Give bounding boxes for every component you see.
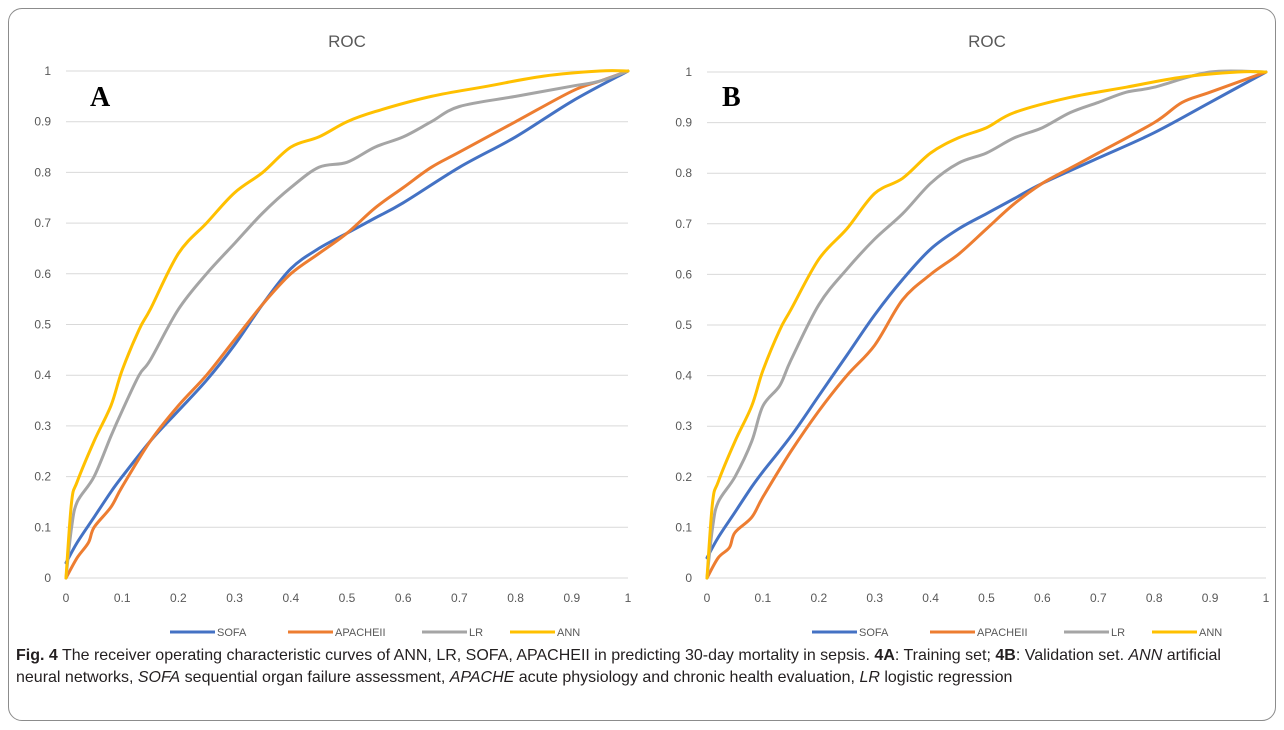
legend-label-apacheii: APACHEII bbox=[335, 627, 386, 639]
roc-chart-b: ROC 0 0.1 0.2 0.3 0.4 0.5 0.6 0.7 0.8 0.9 1 0 0.1 0.2 0… bbox=[675, 32, 1270, 639]
series-line-ann bbox=[705, 70, 1268, 580]
series-line-ann bbox=[64, 69, 630, 580]
caption-ref-4a: 4A bbox=[874, 647, 895, 664]
caption-abbr-lr: LR bbox=[859, 669, 880, 686]
series-line-lr bbox=[64, 69, 630, 580]
series-line-sofa bbox=[64, 69, 630, 565]
y-tick-label: 0.6 bbox=[675, 267, 692, 281]
caption-def-apache: acute physiology and chronic health eval… bbox=[514, 669, 860, 686]
caption-def-sofa: sequential organ failure assessment, bbox=[180, 669, 450, 686]
y-tick-label: 0.9 bbox=[675, 116, 692, 130]
y-tick-label: 0.5 bbox=[34, 318, 51, 332]
panel-label: B bbox=[722, 82, 741, 113]
chart-title: ROC bbox=[328, 32, 366, 51]
y-tick-label: 0.1 bbox=[675, 520, 692, 534]
legend-label-sofa: SOFA bbox=[217, 627, 247, 639]
caption-fig-label: Fig. 4 bbox=[16, 647, 58, 664]
x-tick-label: 0.8 bbox=[507, 591, 524, 605]
y-tick-label: 0.1 bbox=[34, 520, 51, 534]
legend-label-sofa: SOFA bbox=[859, 627, 889, 639]
x-tick-label: 0.9 bbox=[1202, 591, 1219, 605]
legend-label-ann: ANN bbox=[557, 627, 580, 639]
y-tick-label: 0 bbox=[685, 571, 692, 585]
x-tick-label: 0.1 bbox=[114, 591, 131, 605]
x-tick-label: 0.4 bbox=[282, 591, 299, 605]
y-tick-label: 0.7 bbox=[34, 216, 51, 230]
figure-frame bbox=[8, 8, 1276, 721]
y-tick-label: 0.3 bbox=[34, 419, 51, 433]
x-tick-label: 0.5 bbox=[978, 591, 995, 605]
x-tick-label: 0 bbox=[704, 591, 711, 605]
x-tick-label: 0.5 bbox=[339, 591, 356, 605]
y-tick-label: 0.6 bbox=[34, 267, 51, 281]
x-tick-label: 0.9 bbox=[563, 591, 580, 605]
x-tick-label: 0.2 bbox=[810, 591, 827, 605]
panel-label: A bbox=[90, 82, 111, 113]
x-tick-label: 0.7 bbox=[451, 591, 468, 605]
y-tick-label: 0.7 bbox=[675, 217, 692, 231]
y-tick-label: 0.9 bbox=[34, 115, 51, 129]
y-tick-label: 1 bbox=[44, 64, 51, 78]
figure-caption: Fig. 4 The receiver operating characteri… bbox=[16, 645, 1266, 689]
caption-text-3: : Validation set. bbox=[1015, 647, 1129, 664]
legend-label-apacheii: APACHEII bbox=[977, 627, 1028, 639]
y-tick-label: 0.8 bbox=[34, 165, 51, 179]
y-tick-label: 0.2 bbox=[34, 470, 51, 484]
y-tick-label: 0.5 bbox=[675, 318, 692, 332]
x-tick-label: 0 bbox=[63, 591, 70, 605]
x-tick-label: 0.7 bbox=[1090, 591, 1107, 605]
caption-text-2: : Training set; bbox=[894, 647, 996, 664]
y-tick-label: 0 bbox=[44, 571, 51, 585]
x-tick-label: 0.4 bbox=[922, 591, 939, 605]
series-line-lr bbox=[705, 69, 1268, 580]
chart-title: ROC bbox=[968, 32, 1006, 51]
x-tick-label: 0.6 bbox=[1034, 591, 1051, 605]
roc-chart-a: ROC 0 0.1 0.2 0.3 0.4 0.5 0.6 0.7 0.8 0.9 1 0 0.1 0.2 0… bbox=[34, 32, 632, 639]
x-tick-label: 0.3 bbox=[226, 591, 243, 605]
y-tick-label: 0.3 bbox=[675, 419, 692, 433]
x-tick-label: 0.3 bbox=[866, 591, 883, 605]
y-tick-label: 0.4 bbox=[675, 369, 692, 383]
caption-abbr-apache: APACHE bbox=[449, 669, 515, 686]
caption-text-1: The receiver operating characteristic cu… bbox=[57, 647, 875, 664]
x-tick-label: 0.8 bbox=[1146, 591, 1163, 605]
y-tick-label: 0.8 bbox=[675, 166, 692, 180]
caption-ref-4b: 4B bbox=[995, 647, 1016, 664]
series-line-apacheii bbox=[64, 69, 630, 580]
y-tick-label: 0.4 bbox=[34, 368, 51, 382]
x-tick-label: 1 bbox=[1263, 591, 1270, 605]
x-tick-label: 1 bbox=[625, 591, 632, 605]
legend-label-lr: LR bbox=[1111, 627, 1125, 639]
x-tick-label: 0.1 bbox=[755, 591, 772, 605]
x-tick-label: 0.6 bbox=[395, 591, 412, 605]
caption-abbr-ann: ANN bbox=[1128, 647, 1163, 664]
y-tick-label: 1 bbox=[685, 65, 692, 79]
series-line-sofa bbox=[705, 70, 1268, 560]
legend-label-lr: LR bbox=[469, 627, 483, 639]
legend-label-ann: ANN bbox=[1199, 627, 1222, 639]
caption-def-lr: logistic regression bbox=[879, 669, 1013, 686]
caption-def-ann: artificial neural networks, bbox=[16, 647, 1221, 686]
caption-abbr-sofa: SOFA bbox=[137, 669, 181, 686]
x-tick-label: 0.2 bbox=[170, 591, 187, 605]
series-line-apacheii bbox=[705, 70, 1268, 580]
y-tick-label: 0.2 bbox=[675, 470, 692, 484]
